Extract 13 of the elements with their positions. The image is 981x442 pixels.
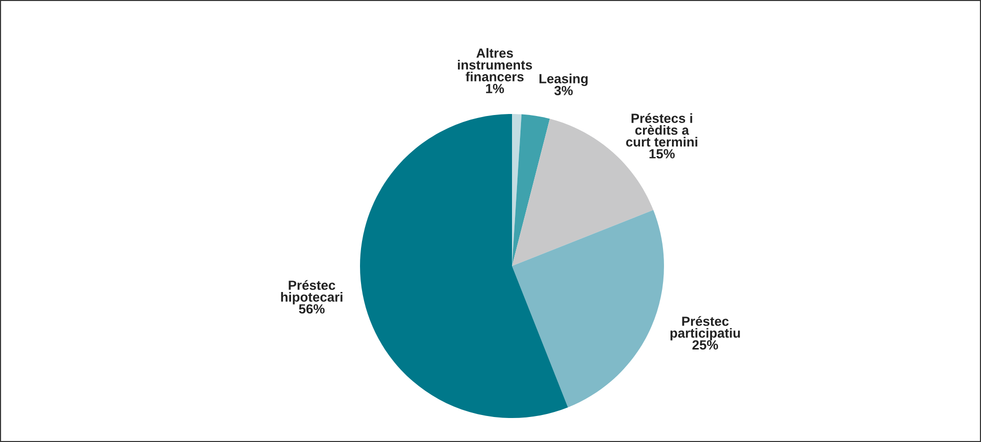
pie-slice: [512, 114, 550, 266]
slice-label: Altres instruments financers: [458, 48, 532, 82]
data-label: 25%: [692, 340, 718, 350]
data-label: 56%: [298, 304, 325, 314]
slice-label: Préstec hipotecari: [281, 280, 342, 304]
pie-slice: [360, 114, 568, 418]
slice-label: Leasing: [540, 74, 588, 86]
data-label: 1%: [486, 84, 504, 94]
pie-slice: [512, 210, 664, 408]
data-label: 15%: [650, 149, 675, 158]
data-label: 3%: [554, 86, 573, 96]
slice-label: Préstec participatiu: [670, 316, 740, 340]
slice-label: Préstecs i crèdits a curt termini: [626, 113, 698, 147]
